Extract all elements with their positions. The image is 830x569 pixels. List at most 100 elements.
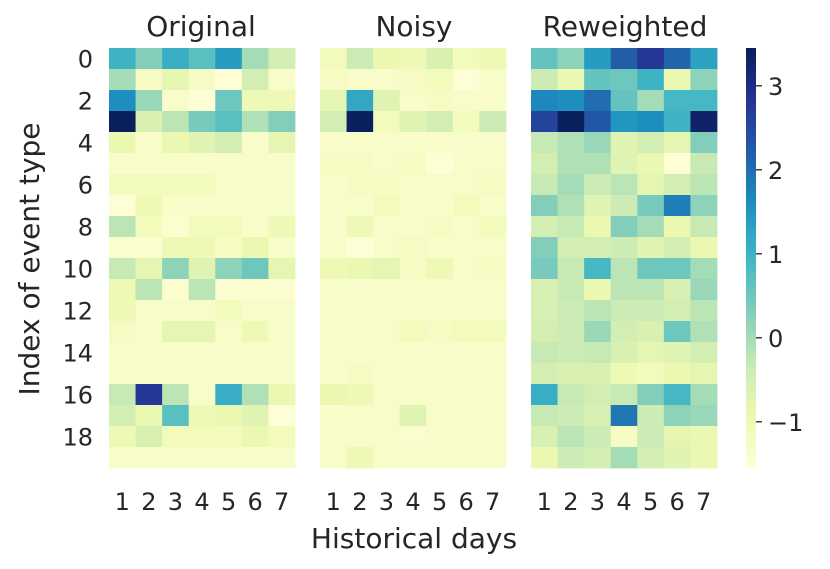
heatmap-cell [399, 90, 427, 112]
heatmap-cell [135, 132, 163, 154]
heatmap-cell [268, 174, 296, 196]
heatmap-cell [637, 132, 665, 154]
heatmap-cell [479, 69, 507, 91]
y-tick-label: 8 [78, 214, 93, 242]
heatmap-cell [135, 174, 163, 196]
heatmap-cell [162, 447, 190, 469]
heatmap-cell [109, 447, 136, 469]
x-axis-label: Historical days [311, 522, 517, 555]
heatmap-cell [109, 48, 136, 70]
heatmap-cell [373, 258, 401, 280]
heatmap-cell [663, 321, 691, 343]
heatmap-cell [109, 363, 136, 385]
heatmap-cell [188, 321, 216, 343]
heatmap-cell [320, 363, 347, 385]
colorbar-scale [746, 48, 756, 468]
heatmap-cell [188, 405, 216, 427]
heatmap-cell [584, 216, 612, 238]
heatmap-cell [188, 300, 216, 322]
heatmap-cell [241, 321, 269, 343]
heatmap-cell [215, 48, 243, 70]
y-tick-label: 6 [78, 172, 93, 200]
heatmap-cell [584, 321, 612, 343]
heatmap-cell [162, 342, 190, 364]
heatmap-cell [268, 69, 296, 91]
x-tick-label: 4 [616, 488, 631, 516]
heatmap-cell [452, 279, 480, 301]
heatmap-cell [162, 132, 190, 154]
heatmap-cell [188, 363, 216, 385]
heatmap-cell [346, 153, 374, 175]
heatmap-cell [426, 153, 454, 175]
heatmap-cell [479, 258, 507, 280]
heatmap-cell [320, 90, 347, 112]
heatmap-cell [584, 90, 612, 112]
heatmap-cell [109, 321, 136, 343]
heatmap-cell [188, 216, 216, 238]
heatmap-cell [162, 363, 190, 385]
heatmap-cell [610, 174, 638, 196]
heatmap-cell [346, 132, 374, 154]
heatmap-cell [135, 258, 163, 280]
heatmap-cell [531, 384, 558, 406]
heatmap-cell [373, 426, 401, 448]
heatmap-cell [426, 279, 454, 301]
heatmap-cell [346, 342, 374, 364]
heatmap-cell [188, 132, 216, 154]
heatmap-cell [320, 321, 347, 343]
heatmap-cell [663, 195, 691, 217]
heatmap-cell [241, 153, 269, 175]
heatmap-cell [663, 48, 691, 70]
heatmap-cell [373, 174, 401, 196]
x-tick-label: 3 [379, 488, 394, 516]
heatmap-cell [452, 195, 480, 217]
heatmap-cell [109, 426, 136, 448]
heatmap-cell [584, 237, 612, 259]
heatmap-panel-reweighted [531, 48, 718, 469]
heatmap-cell [557, 279, 585, 301]
heatmap-cell [663, 405, 691, 427]
x-tick-label: 6 [247, 488, 262, 516]
heatmap-panel-original [109, 48, 296, 469]
heatmap-cell [584, 342, 612, 364]
heatmap-cell [109, 90, 136, 112]
heatmap-cell [135, 321, 163, 343]
heatmap-cell [610, 384, 638, 406]
heatmap-cell [479, 342, 507, 364]
x-tick-label: 1 [537, 488, 552, 516]
heatmap-cell [188, 195, 216, 217]
heatmap-cell [135, 300, 163, 322]
heatmap-cell [690, 405, 718, 427]
heatmap-cell [663, 174, 691, 196]
heatmap-cell [637, 174, 665, 196]
heatmap-cell [557, 363, 585, 385]
heatmap-cell [109, 342, 136, 364]
heatmap-cell [188, 426, 216, 448]
x-tick-label: 4 [405, 488, 420, 516]
heatmap-cell [109, 300, 136, 322]
heatmap-cell [531, 174, 558, 196]
heatmap-cell [637, 300, 665, 322]
heatmap-cell [109, 174, 136, 196]
heatmap-cell [557, 90, 585, 112]
heatmap-cell [268, 342, 296, 364]
heatmap-cell [452, 363, 480, 385]
heatmap-cell [610, 405, 638, 427]
heatmap-cell [399, 363, 427, 385]
heatmap-cell [557, 405, 585, 427]
heatmap-cell [557, 447, 585, 469]
heatmap-cell [135, 426, 163, 448]
heatmap-cell [241, 111, 269, 133]
heatmap-cell [663, 384, 691, 406]
heatmap-cell [346, 279, 374, 301]
heatmap-cell [637, 342, 665, 364]
heatmap-cell [426, 132, 454, 154]
heatmap-cell [426, 447, 454, 469]
heatmap-cell [479, 111, 507, 133]
heatmap-cell [426, 237, 454, 259]
heatmap-cell [268, 216, 296, 238]
heatmap-cell [135, 405, 163, 427]
heatmap-cell [399, 384, 427, 406]
heatmap-cell [584, 48, 612, 70]
heatmap-cell [479, 90, 507, 112]
